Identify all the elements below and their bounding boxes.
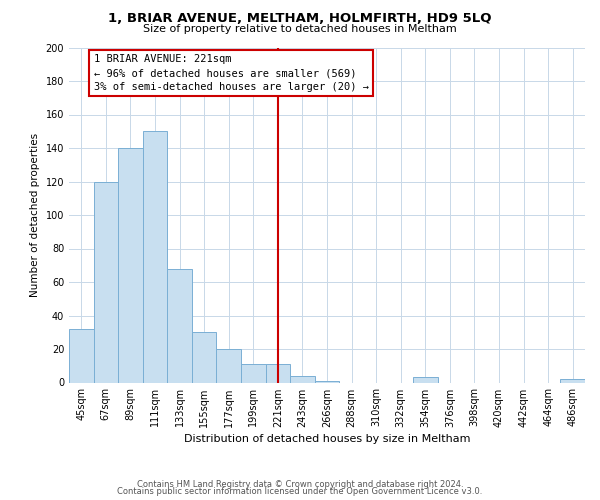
Bar: [413, 378, 437, 382]
Text: Contains HM Land Registry data © Crown copyright and database right 2024.: Contains HM Land Registry data © Crown c…: [137, 480, 463, 489]
Y-axis label: Number of detached properties: Number of detached properties: [30, 133, 40, 297]
Bar: [315, 381, 339, 382]
Bar: [118, 148, 143, 382]
Bar: [241, 364, 266, 382]
Text: Contains public sector information licensed under the Open Government Licence v3: Contains public sector information licen…: [118, 487, 482, 496]
Text: 1 BRIAR AVENUE: 221sqm
← 96% of detached houses are smaller (569)
3% of semi-det: 1 BRIAR AVENUE: 221sqm ← 96% of detached…: [94, 54, 368, 92]
Bar: [143, 131, 167, 382]
Bar: [192, 332, 217, 382]
Bar: [560, 379, 585, 382]
Text: Size of property relative to detached houses in Meltham: Size of property relative to detached ho…: [143, 24, 457, 34]
Bar: [290, 376, 315, 382]
Bar: [266, 364, 290, 382]
X-axis label: Distribution of detached houses by size in Meltham: Distribution of detached houses by size …: [184, 434, 470, 444]
Bar: [94, 182, 118, 382]
Bar: [167, 268, 192, 382]
Bar: [217, 349, 241, 382]
Bar: [69, 329, 94, 382]
Text: 1, BRIAR AVENUE, MELTHAM, HOLMFIRTH, HD9 5LQ: 1, BRIAR AVENUE, MELTHAM, HOLMFIRTH, HD9…: [108, 12, 492, 25]
